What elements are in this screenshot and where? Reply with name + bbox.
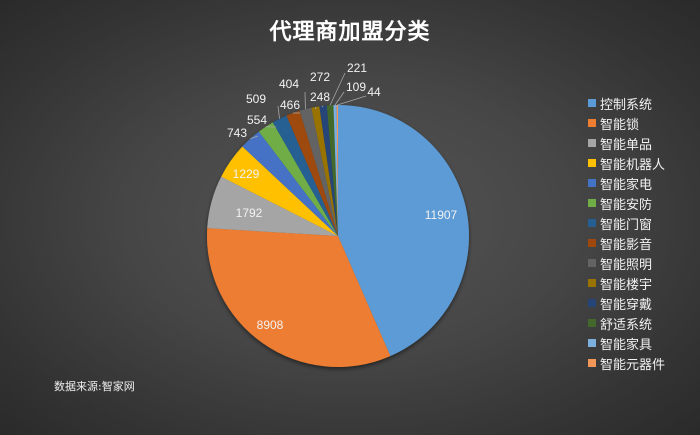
legend-label: 智能影音 (600, 237, 653, 253)
pie-slice-0 (338, 105, 469, 357)
leader-line (337, 95, 367, 106)
data-label: 466 (280, 98, 300, 112)
legend-item: 智能家具 (588, 333, 665, 353)
data-label: 248 (310, 90, 330, 104)
legend-swatch (588, 99, 596, 107)
legend-item: 智能单品 (588, 133, 665, 153)
legend-label: 智能单品 (600, 137, 653, 153)
legend-swatch (588, 159, 596, 167)
legend-label: 智能元器件 (600, 357, 666, 373)
legend-swatch (588, 279, 596, 287)
pie-slice-10 (319, 105, 338, 237)
legend-item: 智能影音 (588, 233, 665, 253)
data-label: 509 (246, 92, 266, 106)
legend-label: 智能照明 (600, 257, 653, 273)
legend-item: 智能楼宇 (588, 273, 665, 293)
leader-lines (250, 72, 367, 140)
leader-line (250, 135, 259, 140)
pie-slice-3 (221, 146, 338, 236)
pie-slice-6 (272, 115, 338, 236)
leader-line (334, 91, 345, 106)
legend-swatch (588, 359, 596, 367)
legend-swatch (588, 299, 596, 307)
legend-item: 智能门窗 (588, 213, 665, 233)
legend-swatch (588, 259, 596, 267)
legend-item: 智能机器人 (588, 153, 665, 173)
pie-slices (207, 105, 469, 367)
pie-slice-7 (286, 110, 338, 236)
legend-label: 舒适系统 (600, 317, 653, 333)
legend-label: 智能穿戴 (600, 297, 653, 313)
leader-line (314, 106, 317, 110)
data-label: 109 (346, 80, 366, 94)
legend-label: 智能机器人 (600, 157, 666, 173)
legend: 控制系统智能锁智能单品智能机器人智能家电智能安防智能门窗智能影音智能照明智能楼宇… (588, 93, 665, 373)
pie-slice-11 (326, 105, 338, 236)
legend-item: 舒适系统 (588, 313, 665, 333)
leader-line (321, 105, 324, 108)
leader-line (277, 105, 280, 119)
legend-item: 智能穿戴 (588, 293, 665, 313)
legend-swatch (588, 119, 596, 127)
leader-line (329, 72, 346, 106)
data-label: 554 (247, 113, 267, 127)
legend-label: 智能锁 (600, 117, 640, 133)
pie-slice-1 (207, 228, 391, 367)
legend-label: 智能楼宇 (600, 277, 653, 293)
legend-item: 控制系统 (588, 93, 665, 113)
legend-item: 智能锁 (588, 113, 665, 133)
legend-label: 智能安防 (600, 197, 653, 213)
pie-slice-2 (207, 176, 338, 236)
legend-swatch (588, 199, 596, 207)
data-label: 44 (367, 85, 381, 99)
legend-item: 智能安防 (588, 193, 665, 213)
data-label: 8908 (257, 318, 284, 332)
legend-item: 智能照明 (588, 253, 665, 273)
legend-item: 智能元器件 (588, 353, 665, 373)
pie-slice-4 (242, 131, 338, 236)
legend-label: 智能家电 (600, 177, 653, 193)
data-label: 1792 (236, 206, 263, 220)
data-label: 743 (227, 126, 247, 140)
chart-title: 代理商加盟分类 (269, 20, 431, 45)
data-label: 272 (310, 70, 330, 84)
legend-item: 智能家电 (588, 173, 665, 193)
data-label: 221 (347, 61, 367, 75)
source-note: 数据来源:智家网 (54, 380, 135, 393)
legend-swatch (588, 219, 596, 227)
legend-swatch (588, 339, 596, 347)
legend-swatch (588, 239, 596, 247)
legend-label: 控制系统 (600, 97, 653, 113)
legend-swatch (588, 179, 596, 187)
data-label: 404 (279, 77, 299, 91)
pie-slice-5 (258, 122, 338, 236)
pie-slice-13 (336, 105, 338, 236)
legend-label: 智能门窗 (600, 217, 653, 233)
pie-slice-12 (333, 105, 338, 236)
legend-swatch (588, 319, 596, 327)
data-label: 11907 (425, 208, 458, 222)
legend-label: 智能家具 (600, 337, 653, 353)
legend-swatch (588, 139, 596, 147)
data-label: 1229 (233, 167, 260, 181)
pie-slice-9 (311, 106, 338, 236)
pie-slice-8 (299, 107, 338, 236)
